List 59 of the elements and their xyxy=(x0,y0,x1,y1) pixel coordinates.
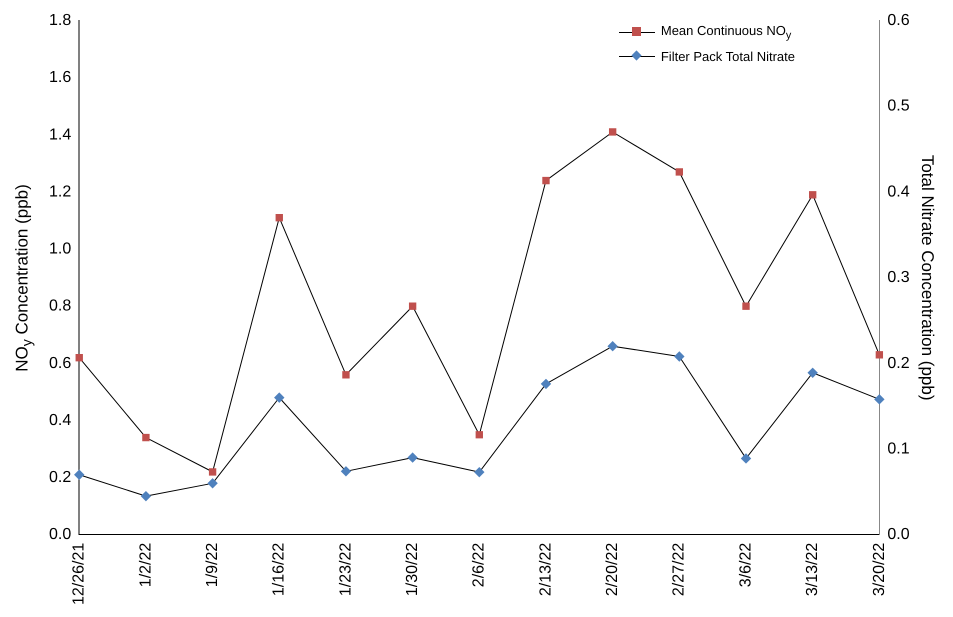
y2-tick-label: 0.0 xyxy=(887,526,910,544)
point xyxy=(674,351,684,362)
x-tick-label: 3/20/22 xyxy=(870,542,888,596)
point xyxy=(408,302,416,310)
x-tick-label: 1/2/22 xyxy=(137,542,154,588)
point xyxy=(742,302,750,310)
point xyxy=(208,468,216,476)
y-tick-label: 1.6 xyxy=(48,69,72,86)
point xyxy=(474,467,484,478)
legend-label: Filter Pack Total Nitrate xyxy=(660,48,795,64)
legend-label: Mean Continuous NO$_{y}$ xyxy=(660,22,792,42)
x-tick-label: 2/20/22 xyxy=(604,542,622,596)
x-tick-label: 1/9/22 xyxy=(204,542,221,588)
y-tick-label: 0.8 xyxy=(48,298,72,315)
y-tick-label: 1.2 xyxy=(48,183,72,200)
y-tick-label: 1.4 xyxy=(48,126,72,144)
point xyxy=(676,168,684,176)
x-tick-label: 12/26/21 xyxy=(70,542,88,605)
y-tick-label: 0.4 xyxy=(48,412,72,429)
y-tick-label: 0.6 xyxy=(48,354,72,372)
y-tick-label: 1.0 xyxy=(48,240,72,258)
point xyxy=(608,341,618,352)
x-tick-label: 3/6/22 xyxy=(737,542,754,588)
y2-tick-label: 0.4 xyxy=(887,183,910,200)
point xyxy=(140,491,151,502)
point xyxy=(76,354,83,362)
point xyxy=(408,452,418,463)
x-tick-label: 1/30/22 xyxy=(404,542,422,596)
point xyxy=(142,434,150,442)
x-tick-label: 3/13/22 xyxy=(804,542,822,596)
point xyxy=(808,368,818,378)
y-tick-label: 1.8 xyxy=(48,12,72,30)
x-tick-label: 1/16/22 xyxy=(270,542,288,596)
point xyxy=(74,470,84,480)
point xyxy=(542,176,550,184)
y2-tick-label: 0.5 xyxy=(887,98,910,115)
point xyxy=(809,191,816,199)
point xyxy=(342,371,350,378)
point xyxy=(874,394,884,404)
x-tick-label: 2/27/22 xyxy=(670,542,688,596)
y-tick-label: 0.0 xyxy=(48,526,72,544)
point xyxy=(540,378,551,389)
y2-axis-title: Total Nitrate Concentration (ppb) xyxy=(918,154,938,401)
point xyxy=(741,453,752,464)
x-tick-label: 1/23/22 xyxy=(337,542,354,596)
y2-tick-label: 0.2 xyxy=(887,354,910,372)
y2-tick-label: 0.6 xyxy=(887,12,910,30)
x-tick-label: 2/6/22 xyxy=(470,542,488,588)
y-tick-label: 0.2 xyxy=(48,469,72,486)
y2-tick-label: 0.1 xyxy=(887,440,910,458)
point xyxy=(274,392,284,403)
point xyxy=(608,128,616,136)
point xyxy=(340,466,351,476)
point xyxy=(876,351,884,358)
y2-tick-label: 0.3 xyxy=(887,269,910,286)
point xyxy=(276,214,283,222)
point xyxy=(476,431,483,438)
x-tick-label: 2/13/22 xyxy=(537,542,554,596)
point xyxy=(208,478,218,488)
